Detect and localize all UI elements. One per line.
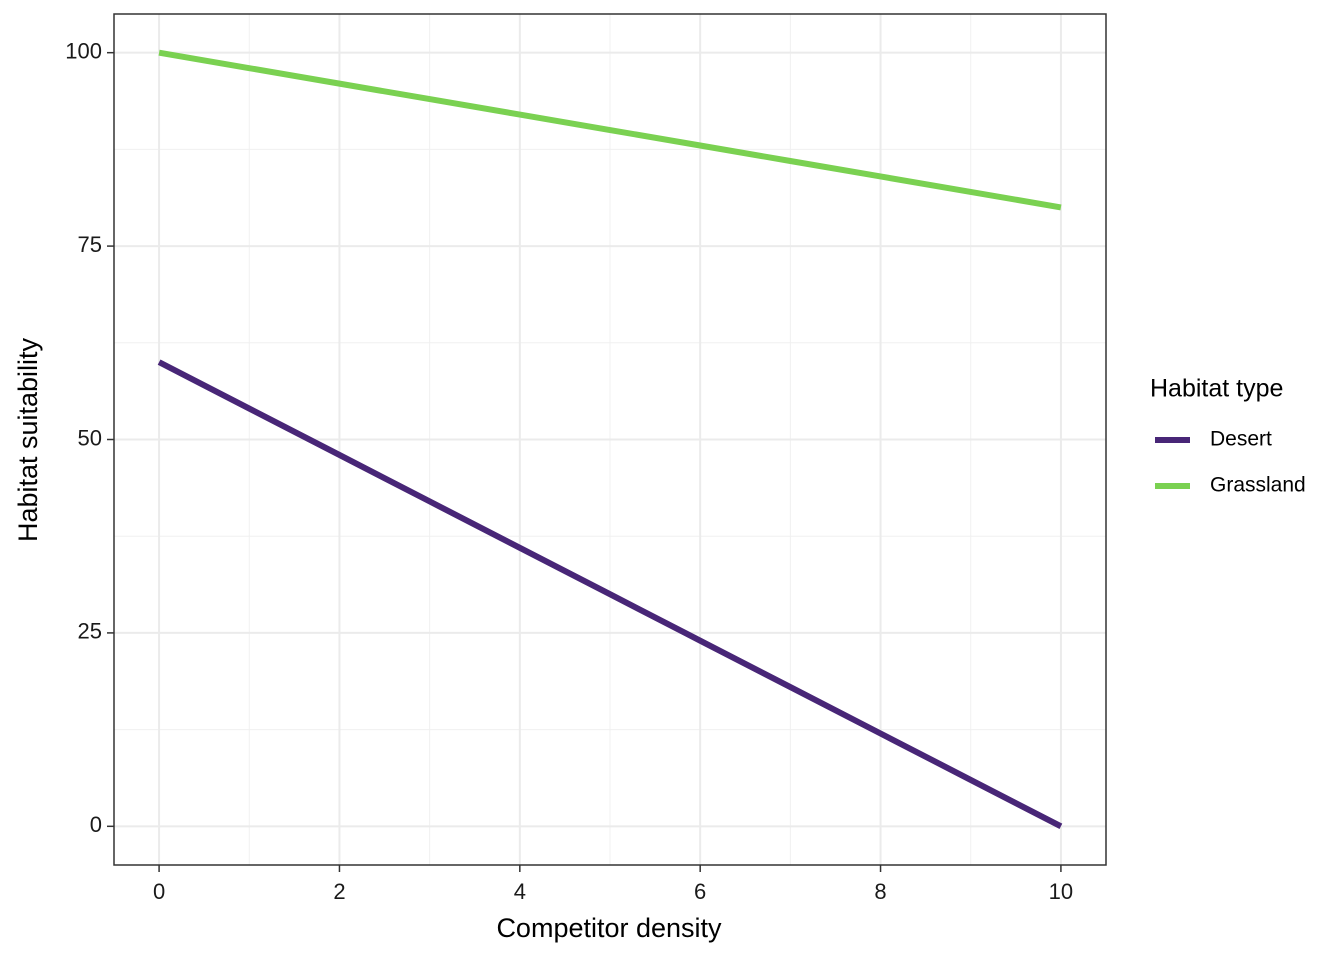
x-tick-label: 8 [874, 879, 886, 904]
legend-title: Habitat type [1150, 375, 1283, 403]
legend-label: Desert [1210, 428, 1272, 451]
x-axis-title: Competitor density [496, 913, 722, 943]
x-tick-label: 2 [333, 879, 345, 904]
y-tick-label: 75 [78, 232, 102, 257]
line [157, 359, 1063, 829]
line [158, 49, 1062, 211]
x-tick-label: 6 [694, 879, 706, 904]
y-axis-title: Habitat suitability [13, 337, 43, 542]
panel-border [113, 13, 1107, 866]
y-tick-label: 25 [78, 619, 102, 644]
legend-label: Grassland [1210, 474, 1306, 497]
y-tick-label: 100 [65, 38, 102, 63]
x-tick-label: 10 [1049, 879, 1073, 904]
y-tick-label: 0 [90, 812, 102, 837]
x-tick-label: 0 [153, 879, 165, 904]
y-tick-label: 50 [78, 425, 102, 450]
x-tick-label: 4 [514, 879, 526, 904]
